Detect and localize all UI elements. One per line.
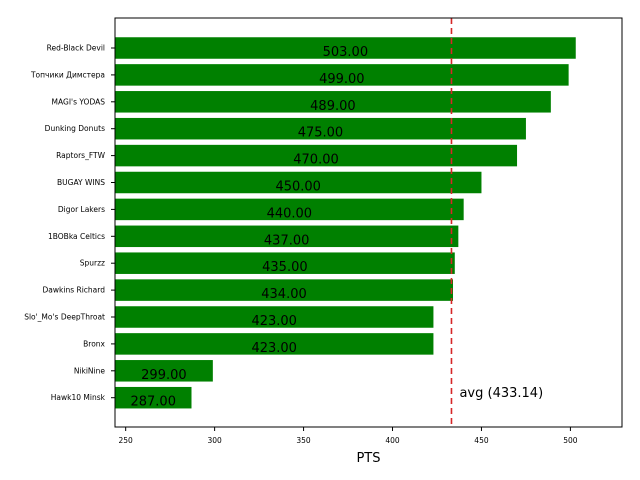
bar-value-label: 299.00 bbox=[141, 368, 187, 383]
bar-value-label: 470.00 bbox=[293, 153, 339, 168]
bar-value-label: 287.00 bbox=[130, 395, 176, 410]
average-label: avg (433.14) bbox=[459, 386, 543, 401]
category-label: Digor Lakers bbox=[58, 205, 105, 214]
bar bbox=[115, 64, 569, 86]
category-label: Hawk10 Minsk bbox=[51, 393, 106, 402]
bar-value-label: 437.00 bbox=[264, 233, 310, 248]
bar-value-label: 423.00 bbox=[251, 341, 297, 356]
category-label: Red-Black Devil bbox=[47, 44, 105, 53]
category-labels-group: Red-Black Devil Топчики Димстера MAGI's YO… bbox=[24, 44, 115, 402]
bar bbox=[115, 198, 464, 221]
bar-value-label: 423.00 bbox=[251, 314, 297, 329]
category-label: 1BOBka Celtics bbox=[48, 232, 105, 241]
bar-value-label: 475.00 bbox=[298, 126, 344, 141]
bar bbox=[115, 252, 455, 274]
bar-value-label: 450.00 bbox=[275, 180, 321, 195]
category-label: NikiNine bbox=[74, 366, 106, 375]
bar-value-label: 435.00 bbox=[262, 260, 308, 275]
x-axis-title: PTS bbox=[356, 451, 380, 466]
bars-group bbox=[115, 37, 576, 409]
bar bbox=[115, 279, 453, 301]
x-tick-label: 300 bbox=[207, 436, 222, 445]
bar bbox=[115, 91, 551, 113]
category-label: MAGI's YODAS bbox=[52, 97, 106, 106]
bar bbox=[115, 171, 482, 194]
category-label: Dunking Donuts bbox=[45, 124, 105, 133]
bar-value-label: 499.00 bbox=[319, 72, 365, 87]
bar-value-label: 503.00 bbox=[323, 45, 369, 60]
bar bbox=[115, 225, 459, 248]
bar bbox=[115, 360, 213, 382]
x-ticks-group: 250 300 350 400 450 500 bbox=[119, 427, 578, 445]
category-label: Bronx bbox=[83, 339, 105, 348]
bar bbox=[115, 386, 192, 409]
x-tick-label: 500 bbox=[563, 436, 578, 445]
category-label: Raptors_FTW bbox=[56, 151, 105, 160]
category-label: Spurzz bbox=[80, 259, 105, 268]
plot-frame bbox=[114, 17, 623, 428]
category-label: Топчики Димстера bbox=[30, 70, 105, 79]
value-labels-group: 503.00 499.00 489.00 475.00 470.00 450.00 440.… bbox=[130, 45, 368, 410]
x-tick-label: 350 bbox=[296, 436, 311, 445]
bar-value-label: 489.00 bbox=[310, 99, 356, 114]
category-label: Dawkins Richard bbox=[43, 286, 106, 295]
bar bbox=[115, 306, 434, 328]
x-tick-label: 250 bbox=[119, 436, 134, 445]
bar bbox=[115, 37, 576, 59]
x-tick-label: 450 bbox=[474, 436, 489, 445]
category-label: BUGAY WINS bbox=[57, 178, 105, 187]
bar-value-label: 434.00 bbox=[261, 287, 307, 302]
bar bbox=[115, 144, 518, 167]
category-label: Slo'_Mo's DeepThroat bbox=[24, 313, 105, 322]
bar bbox=[115, 333, 434, 355]
bar-value-label: 440.00 bbox=[267, 206, 313, 221]
bar bbox=[115, 117, 526, 140]
x-tick-label: 400 bbox=[385, 436, 400, 445]
